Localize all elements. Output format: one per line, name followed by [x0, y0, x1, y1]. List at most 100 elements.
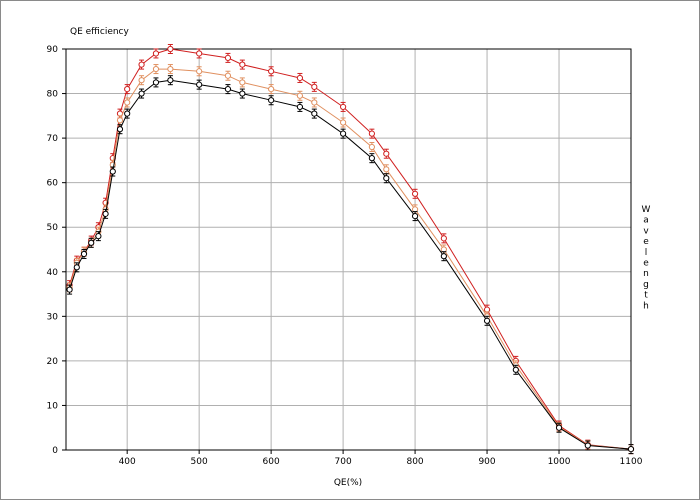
- data-point: [224, 54, 232, 62]
- x-tick-label: 1100: [620, 457, 643, 467]
- data-point: [268, 97, 275, 104]
- data-point: [116, 117, 124, 124]
- data-point: [167, 45, 174, 53]
- x-tick-label: 1000: [548, 457, 571, 467]
- series-0: [66, 44, 635, 455]
- data-point: [196, 50, 203, 57]
- data-point: [268, 68, 275, 75]
- data-point: [138, 61, 145, 68]
- data-point: [138, 90, 145, 97]
- x-tick-label: 600: [263, 457, 280, 467]
- data-point: [239, 79, 246, 86]
- y-tick-label: 90: [47, 45, 59, 55]
- data-point: [296, 74, 304, 82]
- data-point: [311, 110, 318, 117]
- data-point: [311, 83, 318, 90]
- grid: [66, 48, 632, 451]
- series-2: [66, 75, 635, 455]
- data-point: [368, 130, 375, 137]
- data-point: [80, 250, 88, 258]
- x-tick-label: 500: [191, 457, 208, 467]
- right-label-letter: e: [643, 237, 649, 247]
- data-point: [368, 155, 375, 162]
- data-point: [512, 366, 519, 373]
- y-tick-label: 70: [47, 134, 59, 144]
- right-label-letter: t: [644, 291, 648, 301]
- y-tick-label: 20: [47, 357, 59, 367]
- series-line: [69, 68, 632, 450]
- x-tick-label: 900: [478, 457, 495, 467]
- plot-area: [65, 48, 632, 451]
- right-label-letter: h: [643, 301, 649, 311]
- data-point: [239, 90, 246, 97]
- data-point: [440, 253, 447, 260]
- data-point: [224, 86, 232, 93]
- data-point: [296, 103, 304, 111]
- data-point: [196, 81, 203, 88]
- data-point: [124, 99, 131, 106]
- right-label-letter: e: [643, 259, 649, 269]
- y-tick-label: 80: [47, 90, 59, 100]
- data-point: [340, 103, 347, 111]
- data-point: [152, 65, 160, 73]
- data-point: [440, 235, 447, 242]
- data-point: [167, 77, 174, 84]
- data-point: [239, 61, 246, 68]
- data-point: [268, 86, 275, 93]
- series-line: [69, 79, 632, 450]
- data-point: [88, 239, 95, 246]
- data-point: [124, 86, 131, 93]
- series-line: [69, 48, 632, 450]
- data-point: [152, 79, 160, 86]
- data-point: [411, 212, 419, 220]
- data-point: [124, 110, 131, 117]
- data-point: [383, 175, 390, 182]
- series-group: [66, 44, 635, 455]
- right-label-letter: v: [643, 226, 649, 236]
- data-point: [138, 77, 145, 84]
- series-1: [66, 64, 635, 455]
- y-tick-label: 40: [47, 268, 59, 278]
- data-point: [411, 190, 419, 197]
- data-point: [224, 72, 232, 79]
- data-point: [109, 168, 116, 175]
- y-tick-label: 50: [47, 223, 59, 233]
- data-point: [383, 166, 390, 173]
- right-label-letter: l: [645, 248, 648, 258]
- y-axis-title: QE efficiency: [70, 27, 130, 37]
- data-point: [95, 233, 102, 240]
- x-axis-title: QE(%): [334, 478, 362, 488]
- data-point: [555, 424, 563, 431]
- x-tick-label: 800: [406, 457, 423, 467]
- data-point: [296, 92, 304, 99]
- data-point: [196, 68, 203, 75]
- data-point: [627, 446, 635, 453]
- y-tick-label: 10: [47, 401, 59, 411]
- data-point: [340, 130, 347, 137]
- right-label-letter: g: [643, 280, 649, 290]
- data-point: [102, 210, 109, 217]
- data-point: [483, 317, 491, 324]
- data-point: [383, 150, 390, 157]
- right-label-letter: W: [642, 205, 651, 215]
- data-point: [66, 286, 73, 293]
- data-point: [311, 99, 318, 106]
- y-tick-label: 30: [47, 312, 59, 322]
- data-point: [167, 65, 174, 73]
- data-point: [152, 50, 160, 57]
- y-tick-label: 0: [52, 446, 58, 456]
- data-point: [368, 143, 375, 151]
- data-point: [73, 264, 80, 271]
- ticks: 400 500 600 700 800 900 1000 1100 0 10 20 30 40 50 60 7…: [47, 45, 643, 467]
- x-tick-label: 700: [335, 457, 352, 467]
- y-tick-label: 60: [47, 179, 59, 189]
- data-point: [340, 119, 347, 126]
- data-point: [116, 126, 124, 133]
- right-label-letter: n: [643, 269, 649, 279]
- data-point: [584, 442, 591, 449]
- right-label-letter: a: [643, 216, 649, 226]
- x-tick-label: 400: [119, 457, 136, 467]
